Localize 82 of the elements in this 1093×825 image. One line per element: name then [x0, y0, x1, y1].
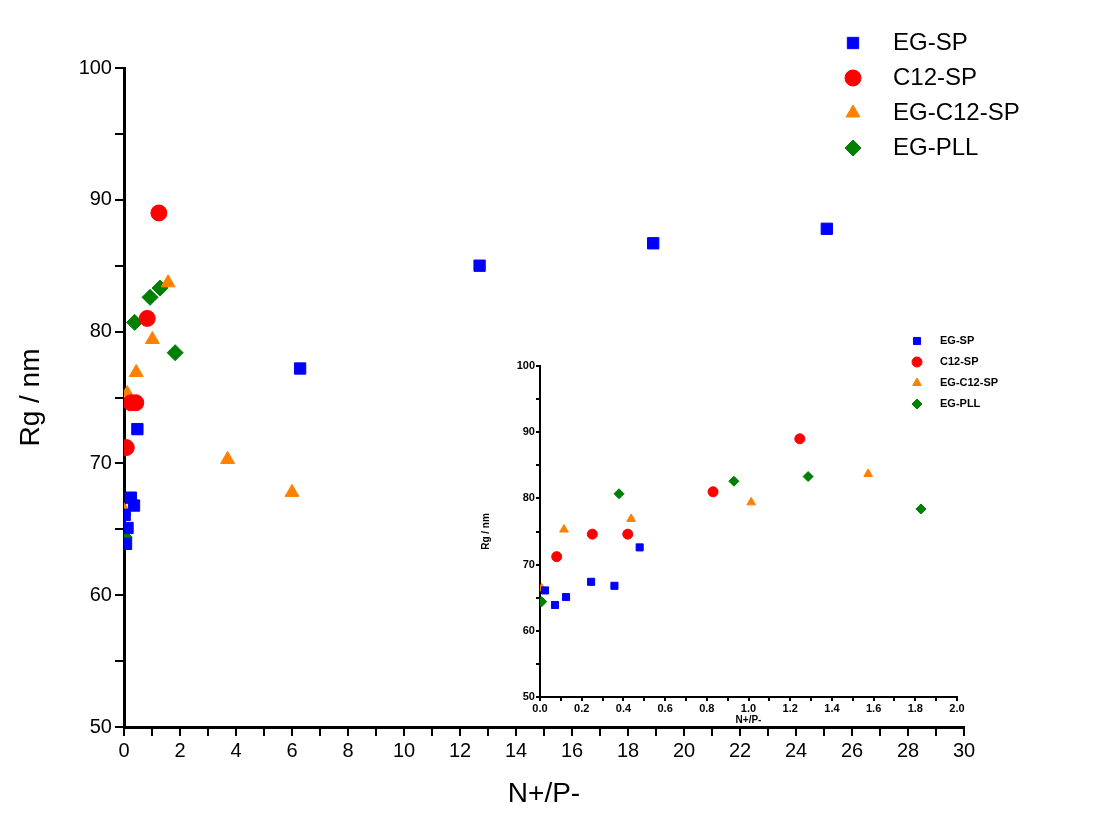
x-tick-label: 30 [952, 738, 976, 761]
x-tick-label: 2 [174, 738, 186, 761]
x-tick-label: 20 [672, 738, 696, 761]
x-tick-label: 10 [392, 738, 416, 761]
x-tick-label: 16 [560, 738, 584, 761]
point [138, 309, 156, 327]
legend-label: EG-PLL [893, 132, 979, 160]
x-tick-label: 14 [504, 738, 528, 761]
point [728, 475, 740, 487]
legend-label: EG-PLL [940, 397, 981, 410]
legend-label: EG-C12-SP [893, 97, 1020, 125]
point [647, 237, 660, 250]
x-tick-label: 18 [616, 738, 640, 761]
y-tick-label: 90 [522, 425, 535, 438]
point [127, 499, 141, 512]
y-axis-title: Rg / nm [13, 348, 45, 447]
x-tick-label: 1.6 [865, 701, 882, 714]
point [863, 468, 874, 477]
point [587, 577, 596, 586]
y-tick-label: 70 [89, 450, 112, 473]
point [550, 600, 560, 610]
point [635, 543, 644, 552]
y-tick-label: 90 [89, 187, 112, 210]
y-tick-label: 50 [522, 690, 535, 703]
x-tick-label: 4 [230, 738, 242, 761]
y-tick-label: 60 [89, 582, 112, 605]
point [131, 422, 144, 436]
point [622, 528, 634, 540]
point [141, 288, 159, 306]
y-tick-label: 100 [516, 359, 535, 372]
point [150, 204, 168, 222]
y-tick-label: 50 [89, 714, 112, 737]
x-tick-label: 12 [448, 738, 472, 761]
x-axis-title: N+/P- [735, 713, 762, 725]
x-tick-label: 1.2 [782, 701, 798, 714]
x-tick-label: 0.4 [615, 701, 632, 714]
point [559, 524, 569, 533]
y-tick-label: 70 [522, 557, 535, 570]
x-tick-label: 8 [342, 738, 354, 761]
y-tick-label: 80 [522, 491, 535, 504]
x-tick-label: 26 [840, 738, 864, 761]
x-tick-label: 0.8 [699, 701, 715, 714]
y-axis-title: Rg / nm [479, 513, 491, 550]
point [166, 344, 184, 362]
x-tick-label: 24 [784, 738, 808, 761]
point [794, 433, 806, 445]
x-tick-label: 2.0 [949, 701, 965, 714]
point [746, 496, 757, 506]
point [151, 279, 169, 297]
point [586, 528, 598, 540]
point [915, 503, 927, 515]
point [820, 222, 833, 235]
point [610, 581, 619, 590]
x-tick-label: 0.2 [574, 701, 590, 714]
x-tick-label: 22 [728, 738, 752, 761]
point [551, 551, 563, 563]
x-tick-label: 0.6 [657, 701, 673, 714]
legend-label: EG-SP [940, 334, 975, 347]
point [707, 486, 719, 498]
x-tick-label: 0.0 [532, 701, 548, 714]
point [562, 593, 571, 602]
point [613, 488, 625, 500]
legend-label: C12-SP [940, 355, 979, 368]
point [802, 471, 814, 483]
x-tick-label: 6 [286, 738, 298, 761]
x-tick-label: 0 [118, 738, 130, 761]
y-tick-label: 100 [78, 55, 112, 78]
x-tick-label: 1.8 [907, 701, 923, 714]
legend-label: C12-SP [893, 62, 978, 90]
y-tick-label: 60 [522, 623, 535, 636]
x-axis-title: N+/P- [507, 776, 581, 808]
legend-label: EG-SP [893, 27, 968, 55]
x-tick-label: 1.4 [824, 701, 841, 714]
point [540, 586, 550, 595]
x-tick-label: 28 [896, 738, 920, 761]
point [473, 259, 486, 272]
y-tick-label: 80 [89, 319, 112, 342]
legend-label: EG-C12-SP [940, 376, 999, 389]
point [293, 362, 307, 375]
x-tick-label: 1.0 [740, 701, 757, 714]
point [126, 313, 144, 331]
point [626, 513, 636, 522]
